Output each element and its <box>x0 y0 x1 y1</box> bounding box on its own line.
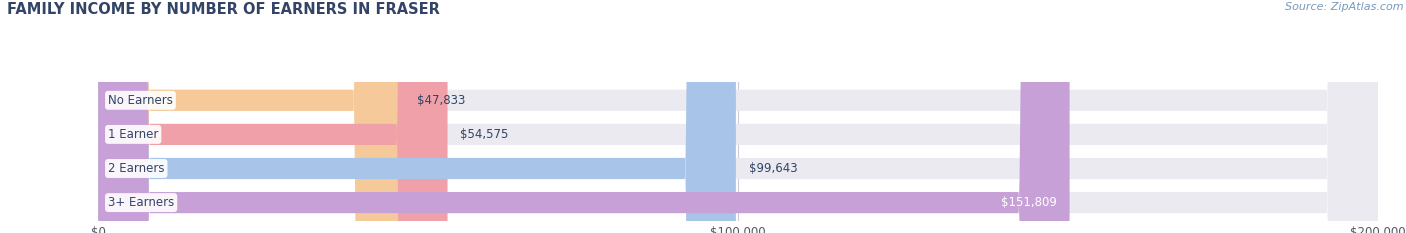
FancyBboxPatch shape <box>98 0 447 233</box>
Text: 3+ Earners: 3+ Earners <box>108 196 174 209</box>
Text: $47,833: $47,833 <box>418 94 465 107</box>
Text: Source: ZipAtlas.com: Source: ZipAtlas.com <box>1285 2 1403 12</box>
Text: 1 Earner: 1 Earner <box>108 128 159 141</box>
Text: $54,575: $54,575 <box>460 128 509 141</box>
FancyBboxPatch shape <box>98 0 1070 233</box>
Text: No Earners: No Earners <box>108 94 173 107</box>
FancyBboxPatch shape <box>98 0 1378 233</box>
FancyBboxPatch shape <box>98 0 1378 233</box>
FancyBboxPatch shape <box>98 0 405 233</box>
Text: FAMILY INCOME BY NUMBER OF EARNERS IN FRASER: FAMILY INCOME BY NUMBER OF EARNERS IN FR… <box>7 2 440 17</box>
FancyBboxPatch shape <box>98 0 1378 233</box>
FancyBboxPatch shape <box>98 0 1378 233</box>
Text: 2 Earners: 2 Earners <box>108 162 165 175</box>
Text: $99,643: $99,643 <box>748 162 797 175</box>
Text: $151,809: $151,809 <box>1001 196 1057 209</box>
FancyBboxPatch shape <box>98 0 735 233</box>
